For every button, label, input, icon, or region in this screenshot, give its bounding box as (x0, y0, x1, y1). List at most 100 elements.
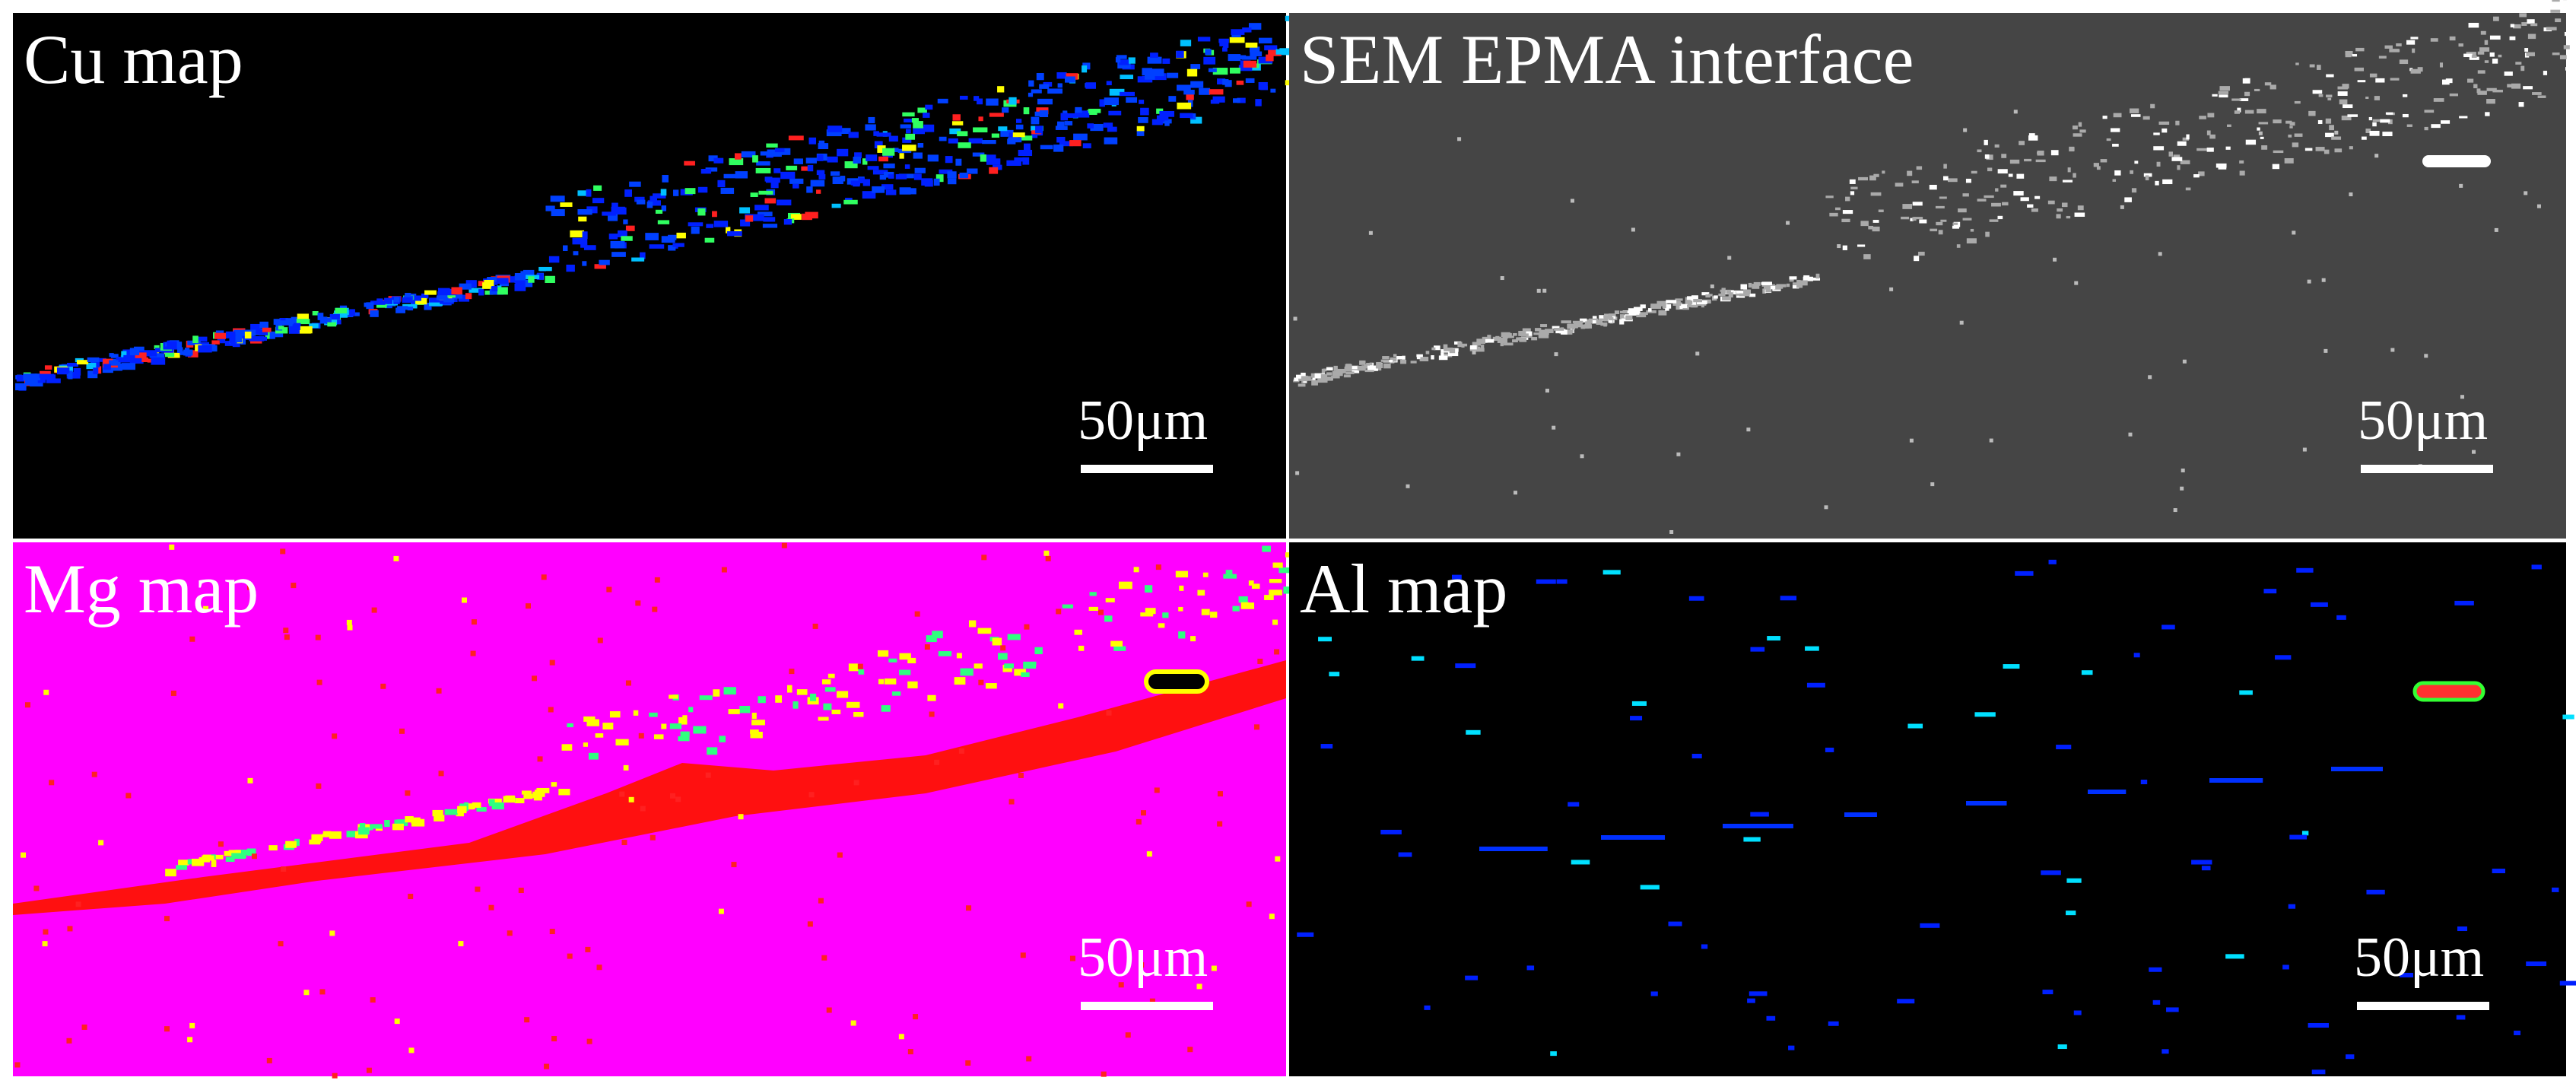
speck (577, 190, 590, 196)
speck (1140, 107, 1149, 116)
speck (1636, 314, 1647, 318)
speck (1400, 359, 1407, 364)
speck (1640, 304, 1646, 309)
speck (625, 225, 635, 231)
speck (1722, 296, 1732, 300)
speck (2257, 127, 2260, 131)
speck (1282, 567, 1288, 573)
scale-bar (1081, 465, 1213, 473)
speck (1475, 346, 1481, 350)
speck (1614, 310, 1620, 314)
speck (1014, 157, 1025, 162)
speck (1380, 829, 1402, 834)
speck (312, 311, 319, 316)
speck (1136, 818, 1142, 825)
speck (1187, 1047, 1193, 1053)
speck (2003, 664, 2020, 669)
speck (1497, 338, 1508, 343)
speck (1766, 1015, 1776, 1021)
speck (2471, 55, 2477, 59)
speck (1345, 364, 1352, 368)
speck (675, 796, 681, 802)
speck (1022, 157, 1030, 165)
speck (2185, 187, 2191, 191)
speck (2311, 1069, 2326, 1075)
speck (2242, 78, 2250, 84)
speck (850, 1020, 856, 1026)
speck (1008, 799, 1015, 805)
speck (503, 278, 519, 283)
speck (1150, 52, 1158, 59)
speck (867, 166, 879, 170)
speck (888, 174, 894, 179)
speck (2166, 1007, 2179, 1012)
speck (2385, 112, 2393, 115)
speck (2504, 72, 2513, 76)
speck (1473, 348, 1485, 352)
speck (1447, 351, 1459, 357)
speck (2347, 114, 2358, 117)
speck (1989, 219, 1999, 222)
speck (792, 183, 799, 189)
speck (1994, 144, 1999, 148)
speck (24, 702, 30, 708)
speck (2309, 64, 2315, 68)
speck (154, 345, 160, 350)
speck (211, 860, 217, 867)
speck (935, 174, 944, 183)
speck (421, 293, 429, 299)
speck (2317, 65, 2321, 70)
speck (75, 901, 81, 907)
speck (1229, 67, 1240, 74)
speck (2337, 91, 2348, 97)
speck (2550, 9, 2561, 13)
speck (1222, 47, 1228, 52)
speck (611, 252, 626, 257)
speck (788, 135, 804, 141)
speck (278, 326, 284, 330)
speck (972, 152, 985, 157)
speck (1918, 251, 1925, 256)
speck (135, 352, 147, 358)
speck (2037, 151, 2044, 154)
speck (572, 237, 587, 245)
speck (1872, 220, 1879, 223)
speck (1469, 345, 1477, 350)
speck (735, 171, 748, 179)
speck (244, 331, 252, 339)
speck (1984, 139, 1988, 145)
speck (278, 941, 284, 947)
speck (14, 1062, 21, 1068)
speck (1561, 320, 1572, 324)
speck (705, 167, 718, 172)
speck (700, 168, 712, 174)
speck (734, 153, 742, 160)
speck (194, 336, 208, 342)
speck (2198, 171, 2205, 176)
speck (2257, 109, 2266, 114)
speck (805, 211, 818, 219)
speck (1058, 703, 1064, 709)
speck (1396, 356, 1406, 360)
speck (1268, 49, 1282, 56)
speck (1500, 276, 1504, 281)
speck (818, 898, 824, 904)
speck (2565, 67, 2574, 71)
speck (2346, 1054, 2355, 1060)
speck (1024, 624, 1030, 630)
speck (1701, 302, 1704, 308)
scale-bar (2361, 465, 2493, 473)
speck (1560, 329, 1568, 335)
speck (2237, 107, 2241, 113)
speck (650, 195, 657, 202)
speck (906, 129, 911, 134)
speck (998, 126, 1008, 132)
speck (2484, 40, 2489, 45)
speck (984, 154, 996, 162)
speck (1805, 646, 1819, 651)
speck (1761, 281, 1772, 285)
speck (1269, 589, 1282, 596)
speck (192, 858, 205, 866)
speck (1913, 217, 1923, 220)
speck (625, 680, 631, 686)
